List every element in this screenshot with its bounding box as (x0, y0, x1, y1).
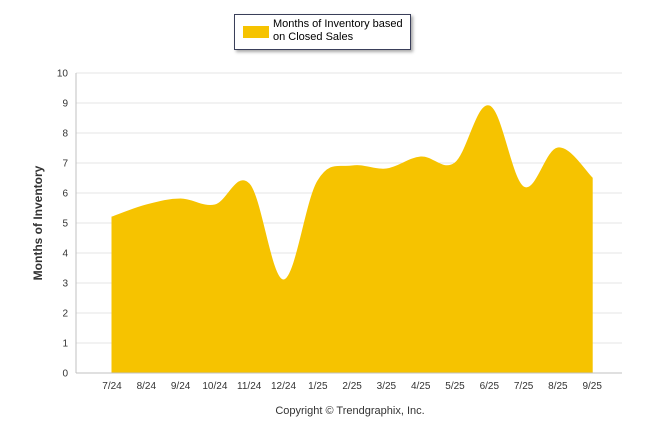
x-tick-label: 8/25 (548, 381, 568, 392)
x-tick-label: 3/25 (377, 381, 397, 392)
y-tick-label: 2 (62, 309, 68, 320)
y-tick-label: 4 (62, 249, 68, 260)
x-tick-label: 11/24 (237, 381, 262, 392)
x-tick-label: 4/25 (411, 381, 431, 392)
y-tick-label: 10 (57, 69, 69, 80)
x-tick-labels: 7/24 8/24 9/24 10/24 11/24 12/24 1/25 2/25 3/25 4… (102, 381, 602, 392)
y-tick-label: 6 (62, 189, 68, 200)
x-tick-label: 1/25 (308, 381, 328, 392)
y-tick-label: 9 (62, 99, 68, 110)
x-tick-label: 9/25 (582, 381, 602, 392)
x-tick-label: 5/25 (445, 381, 465, 392)
legend-swatch (243, 26, 269, 38)
y-tick-label: 3 (62, 279, 68, 290)
inventory-area (111, 105, 593, 374)
x-tick-label: 6/25 (480, 381, 500, 392)
y-tick-label: 7 (62, 159, 68, 170)
y-tick-label: 0 (62, 369, 68, 380)
legend: Months of Inventory based on Closed Sale… (234, 14, 411, 50)
x-tick-label: 7/25 (514, 381, 534, 392)
x-tick-label: 2/25 (342, 381, 362, 392)
y-tick-label: 5 (62, 219, 68, 230)
x-tick-label: 8/24 (137, 381, 157, 392)
copyright-credit: Copyright © Trendgraphix, Inc. (275, 405, 424, 417)
x-tick-label: 7/24 (102, 381, 122, 392)
x-tick-label: 10/24 (202, 381, 227, 392)
x-tick-label: 12/24 (271, 381, 296, 392)
legend-label: Months of Inventory based on Closed Sale… (273, 18, 403, 43)
y-tick-label: 1 (62, 339, 68, 350)
x-tick-label: 9/24 (171, 381, 191, 392)
y-tick-labels: 0 1 2 3 4 5 6 7 8 9 10 (57, 69, 69, 380)
y-axis-label: Months of Inventory (31, 165, 45, 280)
y-tick-label: 8 (62, 129, 68, 140)
